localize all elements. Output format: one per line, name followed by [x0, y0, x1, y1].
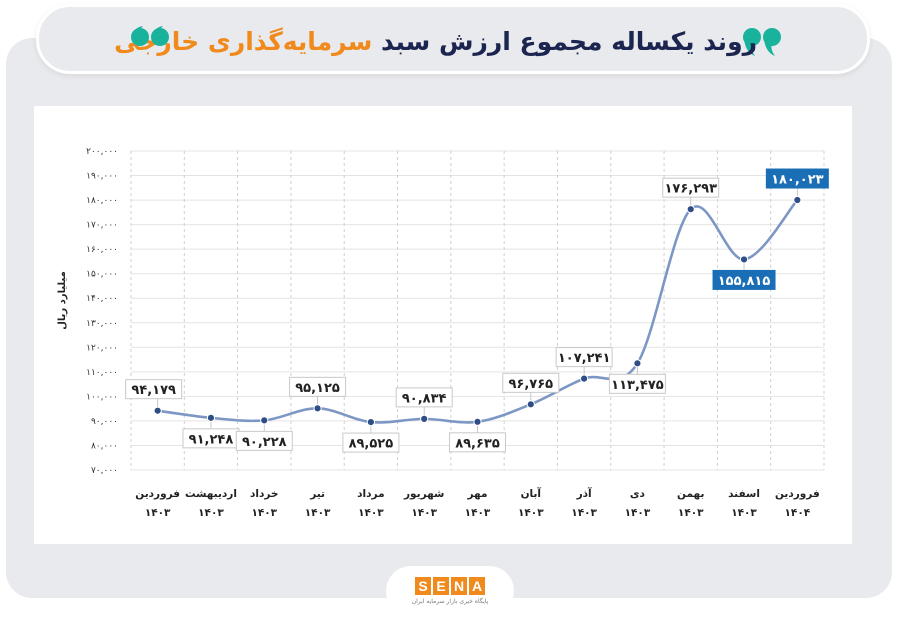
x-tick-label-month: بهمن	[677, 488, 704, 500]
x-tick-label-month: دی	[630, 488, 646, 500]
x-tick-label-year: ۱۴۰۳	[411, 507, 437, 519]
data-label-box	[555, 347, 613, 368]
data-point	[153, 406, 162, 415]
line-chart: ۷۰,۰۰۰ ۸۰,۰۰۰ ۹۰,۰۰۰ ۱۰۰,۰۰۰ ۱۱۰,۰۰۰ ۱۲۰,۰۰۰ ۱…	[57, 147, 829, 519]
y-tick-label: ۱۹۰,۰۰۰	[86, 172, 118, 182]
x-tick-label-year: ۱۴۰۳	[518, 507, 544, 519]
y-tick-label: ۱۵۰,۰۰۰	[86, 270, 118, 280]
logo-tagline: پایگاه خبری بازار سرمایه ایران	[411, 598, 489, 605]
x-tick-label-month: اردیبهشت	[185, 488, 237, 500]
title-bar: روند یکساله مجموع ارزش سبد سرمایه‌گذاری …	[36, 4, 870, 74]
x-tick-label-month: خرداد	[250, 488, 278, 500]
x-tick-label-year: ۱۴۰۳	[465, 507, 491, 519]
data-point	[206, 413, 216, 422]
data-point	[313, 404, 322, 413]
data-point	[686, 205, 695, 214]
x-tick-label-month: آبان	[521, 487, 542, 500]
y-tick-label: ۱۲۰,۰۰۰	[86, 343, 118, 353]
y-tick-label: ۹۰,۰۰۰	[91, 417, 118, 427]
y-tick-label: ۲۰۰,۰۰۰	[86, 147, 118, 157]
x-tick-label-year: ۱۴۰۳	[731, 507, 757, 519]
y-tick-label: ۱۸۰,۰۰۰	[86, 196, 118, 206]
x-tick-label-year: ۱۴۰۳	[571, 507, 597, 519]
data-label-box	[125, 379, 183, 400]
data-point	[580, 374, 589, 383]
data-label: ۱۰۷,۲۴۱	[558, 351, 611, 366]
data-label: ۹۵,۱۲۵	[295, 381, 340, 396]
logo-letter: S	[415, 577, 431, 595]
logo-letter: A	[469, 577, 485, 595]
x-tick-label-year: ۱۴۰۴	[785, 507, 811, 519]
quote-open-icon	[743, 28, 781, 56]
logo-letter: N	[451, 577, 467, 595]
data-label-box	[395, 387, 453, 408]
y-tick-label: ۱۱۰,۰۰۰	[86, 368, 118, 378]
y-tick-label: ۱۷۰,۰۰۰	[86, 221, 118, 231]
x-tick-label-month: تیر	[309, 488, 325, 500]
y-tick-label: ۱۶۰,۰۰۰	[86, 245, 118, 255]
logo-letter: E	[433, 577, 449, 595]
data-label-box	[765, 168, 829, 189]
data-point	[793, 195, 802, 205]
x-tick-label-month: اسفند	[728, 488, 760, 500]
x-tick-label-month: فروردین	[775, 488, 820, 500]
title-main: روند یکساله مجموع ارزش سبد	[381, 27, 757, 56]
data-label: ۸۹,۵۲۵	[349, 437, 394, 452]
data-point	[739, 255, 749, 264]
x-tick-label-year: ۱۴۰۳	[251, 507, 277, 519]
chart-title: روند یکساله مجموع ارزش سبد سرمایه‌گذاری …	[114, 27, 757, 56]
x-tick-label-year: ۱۴۰۳	[625, 507, 651, 519]
data-label-box	[289, 376, 347, 397]
data-label: ۹۴,۱۷۹	[131, 383, 176, 398]
data-label: ۱۵۵,۸۱۵	[718, 274, 771, 289]
x-tick-label-year: ۱۴۰۳	[198, 507, 224, 519]
y-axis-label: میلیارد ریال	[57, 271, 68, 330]
data-label: ۱۱۳,۴۷۵	[611, 378, 664, 393]
data-point	[260, 416, 269, 425]
x-tick-label-year: ۱۴۰۳	[305, 507, 331, 519]
data-label-box	[342, 432, 400, 453]
data-label: ۹۶,۷۶۵	[508, 377, 553, 392]
x-tick-label-month: شهریور	[403, 488, 444, 500]
data-label-box	[608, 373, 666, 394]
y-tick-label: ۱۰۰,۰۰۰	[86, 392, 118, 402]
x-tick-label-month: مرداد	[357, 488, 384, 500]
data-point	[526, 400, 535, 409]
data-label-box	[502, 372, 560, 393]
y-tick-label: ۱۳۰,۰۰۰	[86, 319, 118, 329]
x-tick-label-year: ۱۴۰۳	[678, 507, 704, 519]
x-tick-label-year: ۱۴۰۳	[145, 507, 171, 519]
sena-logo: S E N A	[415, 577, 485, 595]
x-tick-label-month: آذر	[576, 487, 592, 500]
data-label-box	[712, 269, 776, 290]
data-label-box	[662, 177, 720, 198]
data-label-box	[235, 430, 293, 451]
data-label: ۹۰,۸۳۴	[402, 391, 447, 406]
x-tick-label-month: مهر	[467, 488, 488, 500]
data-label: ۱۸۰,۰۲۳	[771, 173, 824, 188]
y-tick-label: ۱۴۰,۰۰۰	[86, 294, 118, 304]
data-label: ۸۹,۶۳۵	[455, 436, 500, 451]
data-point	[473, 417, 482, 426]
data-point	[633, 359, 642, 368]
y-tick-label: ۸۰,۰۰۰	[91, 441, 118, 451]
data-label: ۹۱,۲۴۸	[189, 432, 234, 447]
data-label-box	[449, 432, 506, 453]
x-tick-label-month: فروردین	[135, 488, 180, 500]
data-point	[420, 414, 429, 423]
data-label: ۹۰,۲۲۸	[242, 435, 287, 450]
logo-container	[386, 566, 514, 616]
series-line	[157, 199, 799, 424]
quote-close-icon	[131, 26, 169, 46]
data-label: ۱۷۶,۲۹۳	[664, 182, 717, 197]
x-tick-label-year: ۱۴۰۳	[358, 507, 384, 519]
y-tick-label: ۷۰,۰۰۰	[91, 466, 118, 476]
plot-card: ۷۰,۰۰۰ ۸۰,۰۰۰ ۹۰,۰۰۰ ۱۰۰,۰۰۰ ۱۱۰,۰۰۰ ۱۲۰,۰۰۰ ۱…	[34, 106, 852, 544]
data-point	[366, 417, 375, 427]
